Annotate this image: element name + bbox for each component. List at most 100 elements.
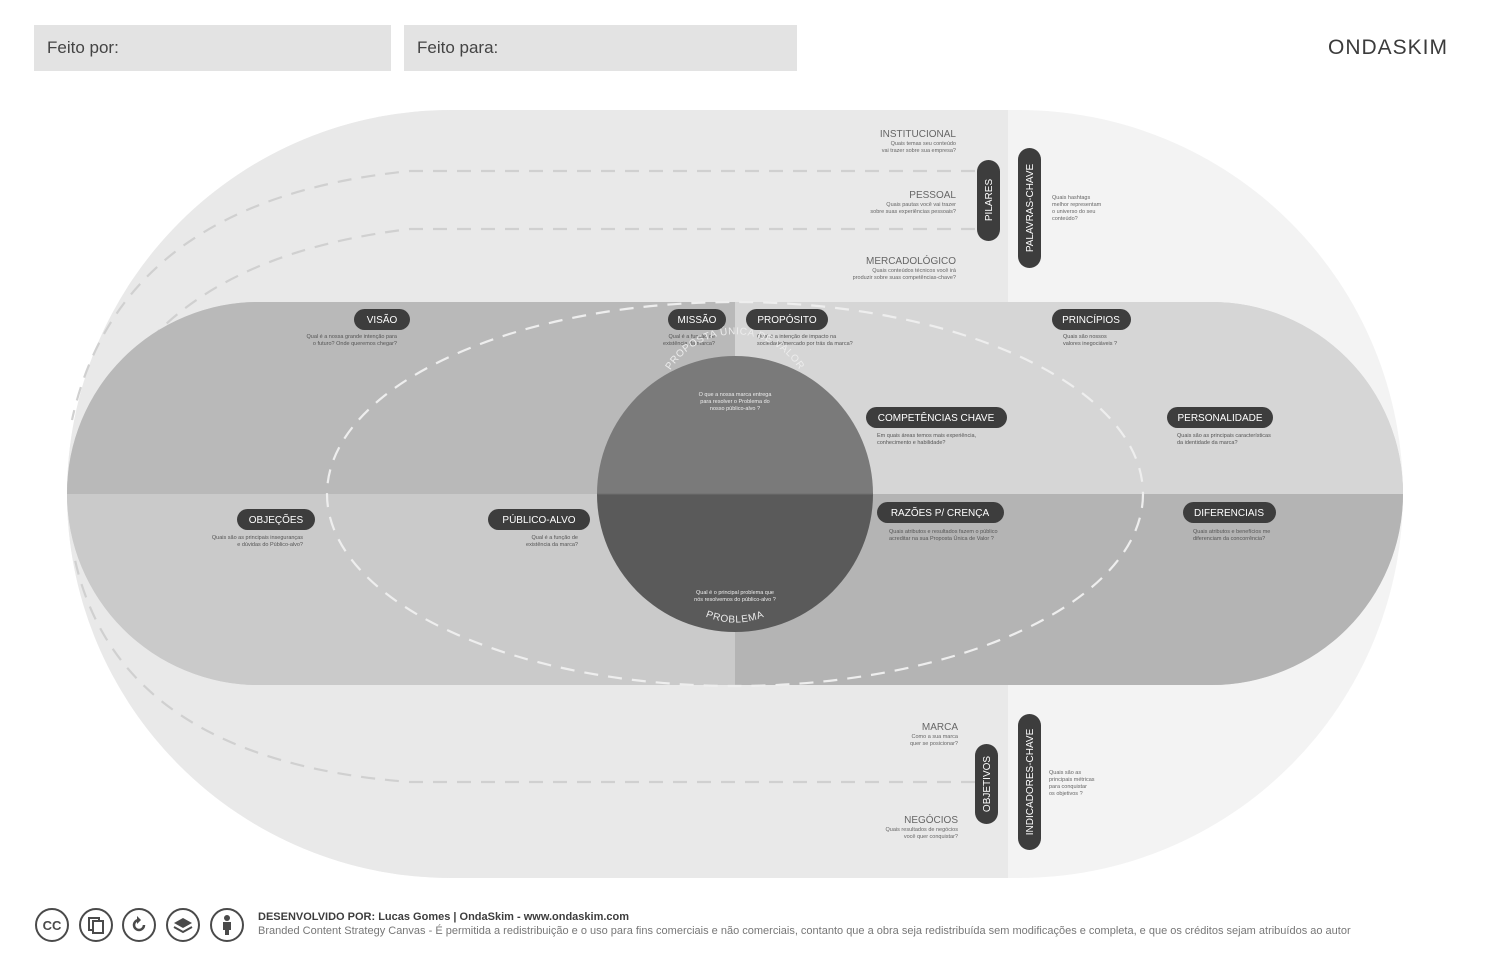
visao-desc: o futuro? Onde queremos chegar? — [313, 341, 397, 347]
logo-text: ONDASKIM — [1327, 36, 1448, 59]
center-circle-top — [597, 356, 873, 494]
problema-desc: nós resolvemos do público-alvo ? — [694, 597, 776, 603]
competencias-title: COMPETÊNCIAS CHAVE — [878, 411, 995, 424]
made-for-field[interactable]: Feito para: — [404, 25, 797, 71]
pillars-label: PILARES — [984, 179, 995, 222]
negocios-desc: você quer conquistar? — [904, 834, 958, 840]
visao-badge — [354, 309, 410, 330]
pillars-pill — [977, 160, 1000, 241]
marca-desc: quer se posicionar? — [910, 741, 958, 747]
principios-desc: Quais são nossos — [1063, 334, 1107, 340]
razoes-desc: Quais atributos e resultados fazem o púb… — [889, 529, 998, 535]
mercadologico-block: MERCADOLÓGICO Quais conteúdos técnicos v… — [853, 254, 957, 281]
inner-dashed-oval — [325, 300, 1145, 688]
pessoal-block: PESSOAL Quais pautas você vai trazer sob… — [870, 190, 956, 215]
non-commercial-icon — [166, 908, 200, 942]
svg-text:Quais hashtags: Quais hashtags — [1052, 195, 1090, 201]
center-circle-bottom — [597, 494, 873, 632]
pessoal-desc: sobre suas experiências pessoais? — [870, 209, 956, 215]
credit-description: Branded Content Strategy Canvas - É perm… — [258, 925, 1351, 937]
personalidade-badge — [1167, 407, 1273, 428]
proposito-desc: Qual é a intenção de impacto na — [757, 334, 837, 340]
razoes-desc: acreditar na sua Proposta Única de Valor… — [889, 535, 994, 542]
objecoes-title: OBJEÇÕES — [249, 513, 304, 526]
diferenciais-desc: Quais atributos e benefícios me — [1193, 529, 1270, 535]
missao-desc: existência da marca? — [663, 341, 715, 347]
competencias-badge — [866, 407, 1007, 428]
diferenciais-badge — [1183, 502, 1276, 523]
publico-title: PÚBLICO-ALVO — [502, 513, 575, 526]
svg-text:conteúdo?: conteúdo? — [1052, 216, 1078, 222]
share-alike-icon — [122, 908, 156, 942]
made-by-label: Feito por: — [47, 38, 119, 57]
competencias-desc: Em quais áreas temos mais experiência, — [877, 433, 977, 439]
marca-block: MARCA Como a sua marca quer se posiciona… — [910, 722, 959, 747]
keywords-label: PALAVRAS-CHAVE — [1025, 163, 1036, 252]
problema-desc: Qual é o principal problema que — [696, 590, 774, 596]
principios-title: PRINCÍPIOS — [1062, 313, 1120, 326]
indicators-label: INDICADORES-CHAVE — [1025, 728, 1036, 835]
personalidade-desc: Quais são as principais características — [1177, 433, 1271, 439]
svg-text:os objetivos ?: os objetivos ? — [1049, 791, 1083, 797]
negocios-desc: Quais resultados de negócios — [886, 827, 959, 833]
objectives-pill — [975, 744, 998, 824]
missao-desc: Qual é a função de — [669, 334, 715, 340]
marca-desc: Como a sua marca — [912, 734, 959, 740]
proposta-desc: O que a nossa marca entrega — [699, 392, 773, 398]
proposito-badge — [746, 309, 828, 330]
personalidade-desc: da identidade da marca? — [1177, 440, 1238, 446]
marca-title: MARCA — [922, 722, 958, 733]
proposta-desc: para resolver o Problema do — [700, 399, 769, 405]
visao-title: VISÃO — [367, 313, 398, 326]
no-derivatives-icon — [79, 908, 113, 942]
competencias-desc: conhecimento e habilidade? — [877, 440, 946, 446]
principios-desc: valores inegociáveis ? — [1063, 341, 1117, 347]
svg-text:o universo do seu: o universo do seu — [1052, 209, 1095, 215]
made-for-label: Feito para: — [417, 38, 499, 57]
institucional-desc: Quais temas seu conteúdo — [891, 141, 956, 147]
proposito-title: PROPÓSITO — [757, 313, 816, 326]
publico-desc: existência da marca? — [526, 542, 578, 548]
cc-icon: CC — [35, 908, 69, 942]
missao-badge — [668, 309, 726, 330]
missao-title: MISSÃO — [678, 313, 717, 326]
razoes-badge — [877, 502, 1004, 523]
made-by-field[interactable]: Feito por: — [34, 25, 391, 71]
mercadologico-desc: produzir sobre suas competências-chave? — [853, 275, 956, 281]
objecoes-desc: Quais são as principais inseguranças — [212, 535, 303, 541]
mercadologico-title: MERCADOLÓGICO — [866, 254, 956, 267]
mercadologico-desc: Quais conteúdos técnicos você irá — [872, 268, 957, 274]
problema-title: PROBLEMA — [704, 609, 765, 625]
credit-title: DESENVOLVIDO POR: Lucas Gomes | OndaSkim… — [258, 911, 630, 923]
objecoes-desc: e dúvidas do Público-alvo? — [237, 542, 303, 548]
svg-text:melhor representam: melhor representam — [1052, 202, 1102, 208]
negocios-block: NEGÓCIOS Quais resultados de negócios vo… — [886, 813, 959, 840]
principios-badge — [1052, 309, 1131, 330]
negocios-title: NEGÓCIOS — [904, 813, 958, 826]
indicators-desc: Quais são as principais métricas para co… — [1049, 770, 1095, 797]
publico-desc: Qual é a função de — [532, 535, 578, 541]
indicators-pill — [1018, 714, 1041, 850]
personalidade-title: PERSONALIDADE — [1177, 413, 1262, 424]
institucional-block: INSTITUCIONAL Quais temas seu conteúdo v… — [880, 129, 957, 154]
institucional-desc: vai trazer sobre sua empresa? — [882, 148, 956, 154]
diferenciais-title: DIFERENCIAIS — [1194, 508, 1264, 519]
objectives-label: OBJETIVOS — [982, 756, 993, 812]
pessoal-desc: Quais pautas você vai trazer — [886, 202, 956, 208]
razoes-title: RAZÕES P/ CRENÇA — [891, 506, 990, 519]
publico-badge — [488, 509, 590, 530]
svg-text:para conquistar: para conquistar — [1049, 784, 1087, 790]
keywords-pill — [1018, 148, 1041, 268]
ondaskim-logo: ONDASKIM — [1328, 36, 1448, 60]
diferenciais-desc: diferenciam da concorrência? — [1193, 536, 1265, 542]
proposta-desc: nosso público-alvo ? — [710, 406, 760, 412]
svg-text:Quais são as: Quais são as — [1049, 770, 1081, 776]
svg-text:principais métricas: principais métricas — [1049, 777, 1095, 783]
objecoes-badge — [237, 509, 315, 530]
institucional-title: INSTITUCIONAL — [880, 129, 957, 140]
pessoal-title: PESSOAL — [909, 190, 956, 201]
keywords-desc: Quais hashtags melhor representam o univ… — [1052, 195, 1102, 222]
proposito-desc: sociedade/mercado por trás da marca? — [757, 341, 853, 347]
strategy-canvas: PILARES PALAVRAS-CHAVE OBJETIVOS INDICAD… — [67, 110, 1403, 878]
attribution-icon — [210, 908, 244, 942]
